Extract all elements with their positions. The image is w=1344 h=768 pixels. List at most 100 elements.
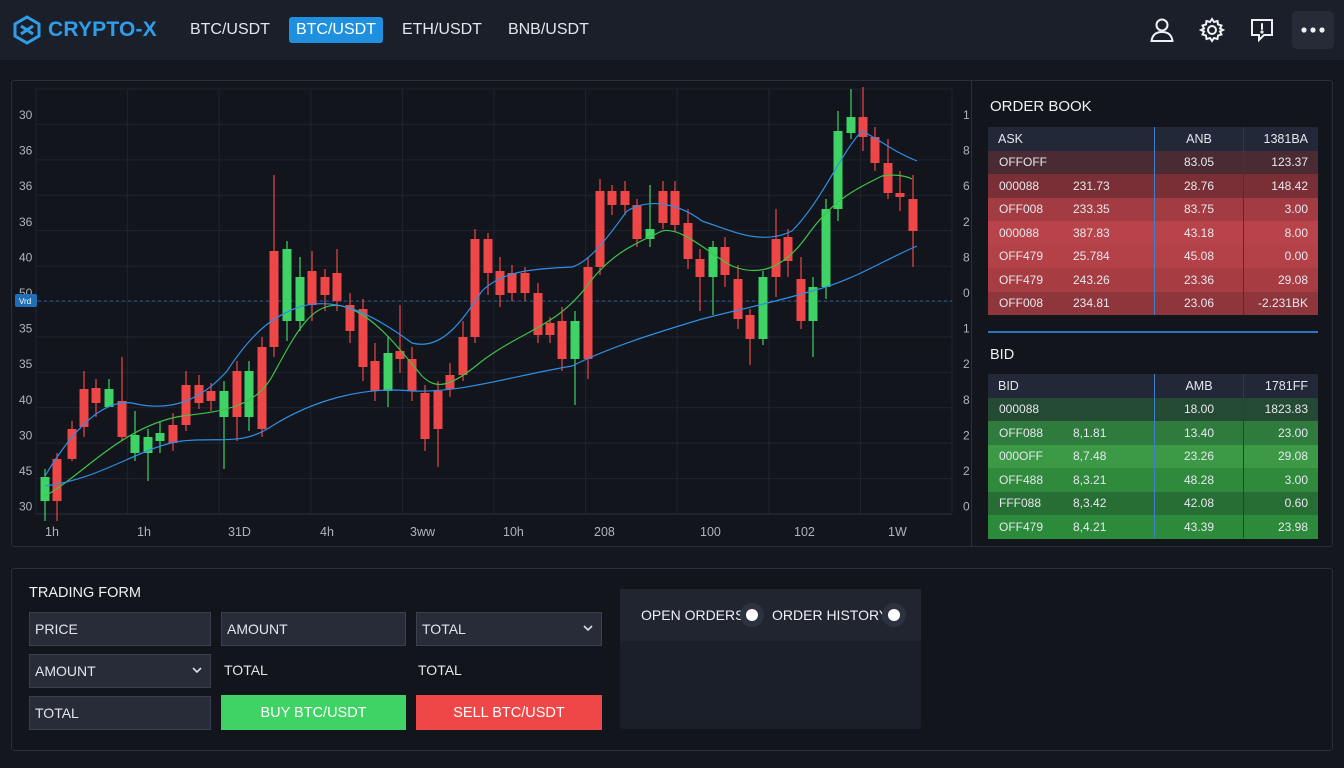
candle-body	[645, 229, 655, 239]
candle-body	[733, 279, 743, 319]
ask-cell: 148.42	[1271, 178, 1308, 193]
more-icon[interactable]	[1292, 11, 1334, 49]
candle-body	[821, 209, 831, 287]
candle-body	[332, 273, 342, 301]
buy-button[interactable]: BUY BTC/USDT	[221, 695, 406, 730]
right-axis-tick-label: 2	[963, 464, 970, 478]
y-axis-tick-label: 30	[19, 428, 33, 442]
ask-row[interactable]: OFF008 234.81 23.06 -2.231BK	[988, 291, 1318, 315]
ask-cell: 234.81	[1073, 296, 1110, 311]
candle-body	[155, 433, 165, 441]
right-axis-tick-label: 0	[963, 500, 970, 514]
candle-body	[758, 277, 768, 339]
tab-open-orders[interactable]: OPEN ORDERS	[641, 607, 745, 623]
ask-row[interactable]: OFF479 243.26 23.36 29.08	[988, 268, 1318, 292]
tab-pair-eth-usdt[interactable]: ETH/USDT	[401, 21, 482, 38]
x-axis-tick-label: 100	[700, 525, 721, 539]
price-field[interactable]: PRICE	[29, 612, 211, 646]
bid-cell: 000OFF	[999, 449, 1044, 464]
x-axis-tick-label: 31D	[228, 525, 251, 539]
x-axis-tick-label: 102	[794, 525, 815, 539]
candle-body	[269, 251, 279, 347]
ask-cell: 43.18	[1183, 225, 1215, 240]
right-axis-tick-label: 6	[963, 179, 970, 193]
amount-field[interactable]: AMOUNT	[221, 612, 406, 646]
y-axis-tick-label: 36	[19, 215, 33, 229]
tab-pair-bnb-usdt[interactable]: BNB/USDT	[507, 21, 589, 38]
candle-body	[583, 267, 593, 359]
candle-body	[307, 271, 317, 305]
open-orders-toggle[interactable]	[740, 603, 764, 627]
order-history-toggle[interactable]	[882, 603, 906, 627]
candle-body	[458, 337, 468, 375]
candle-body	[130, 435, 140, 453]
ask-cell: 83.05	[1183, 155, 1215, 170]
ask-row[interactable]: OFF479 25.784 45.08 0.00	[988, 244, 1318, 268]
bid-cell: 3.00	[1284, 472, 1308, 487]
tab-order-history[interactable]: ORDER HISTORY	[772, 607, 889, 623]
tab-pair-btc-usdt[interactable]: BTC/USDT	[189, 21, 270, 38]
bid-row[interactable]: 000OFF 8,7.48 23.26 29.08	[988, 444, 1318, 468]
candle-body	[908, 199, 918, 231]
trading-form-title: TRADING FORM	[29, 585, 141, 601]
candle-body	[846, 117, 856, 133]
x-axis-tick-label: 1h	[45, 525, 59, 539]
logo[interactable]: CRYPTO-X	[12, 15, 157, 45]
bid-header-col-4: 1781FF	[1264, 378, 1308, 393]
ask-cell: 23.06	[1183, 296, 1215, 311]
candle-body	[232, 371, 242, 417]
gear-icon[interactable]	[1192, 11, 1232, 49]
bid-cell: 8,7.48	[1073, 449, 1107, 464]
candle-body	[495, 271, 505, 295]
moving-average-blue-long	[44, 245, 918, 487]
ask-column-divider	[1154, 127, 1155, 315]
ask-row[interactable]: OFFOFF 83.05 123.37	[988, 150, 1318, 174]
ask-cell: 000088	[999, 225, 1040, 240]
ask-cell: 45.08	[1183, 249, 1215, 264]
top-bar: CRYPTO-X BTC/USDT BTC/USDT ETH/USDT BNB/…	[0, 0, 1344, 60]
logo-icon	[13, 15, 41, 45]
ask-header-row: ASK ANB 1381BA	[988, 127, 1318, 151]
tab-pair-btc-usdt-active[interactable]: BTC/USDT	[288, 17, 383, 43]
ask-cell: 8.00	[1284, 225, 1308, 240]
y-axis-tick-label: 40	[19, 250, 33, 264]
total-select[interactable]: TOTAL	[416, 612, 602, 646]
y-axis-tick-label: 35	[19, 322, 33, 336]
total-label-1: TOTAL	[224, 662, 268, 678]
right-axis-tick-label: 0	[963, 286, 970, 300]
y-axis-tick-label: 40	[19, 393, 33, 407]
candle-body	[40, 477, 50, 501]
chat-icon[interactable]	[1242, 11, 1282, 49]
ask-cell: 29.08	[1277, 272, 1308, 287]
bid-row[interactable]: FFF088 8,3.42 42.08 0.60	[988, 491, 1318, 515]
amount-select[interactable]: AMOUNT	[29, 654, 211, 688]
candle-body	[67, 429, 77, 459]
total-field[interactable]: TOTAL	[29, 696, 211, 730]
bid-row[interactable]: OFF088 8,1.81 13.40 23.00	[988, 421, 1318, 445]
app-title: CRYPTO-X	[48, 18, 157, 41]
user-icon[interactable]	[1142, 11, 1182, 49]
sell-button[interactable]: SELL BTC/USDT	[416, 695, 602, 730]
bid-row[interactable]: 000088 18.00 1823.83	[988, 397, 1318, 421]
ask-cell: 243.26	[1073, 272, 1110, 287]
bid-row[interactable]: OFF479 8,4.21 43.39 23.98	[988, 515, 1318, 539]
bid-cell: 23.98	[1277, 519, 1308, 534]
ask-row[interactable]: OFF008 233.35 83.75 3.00	[988, 197, 1318, 221]
bid-row[interactable]: OFF488 8,3.21 48.28 3.00	[988, 468, 1318, 492]
ask-row[interactable]: 000088 387.83 43.18 8.00	[988, 221, 1318, 245]
x-axis-tick-label: 3ww	[410, 525, 436, 539]
bid-header-col-3: AMB	[1185, 378, 1213, 393]
bid-cell: 23.26	[1183, 449, 1215, 464]
price-chart[interactable]: 30 36 36 36 40 50 35 35 40 30 45 30 1 8 6 2 8 0 1 2 8 2 2 0 1h 1h…	[12, 81, 971, 546]
ask-row[interactable]: 000088 231.73 28.76 148.42	[988, 174, 1318, 198]
ask-cell: OFF479	[999, 249, 1044, 264]
right-axis-tick-label: 1	[963, 322, 970, 336]
candle-body	[520, 273, 530, 293]
ask-table: ASK ANB 1381BA OFFOFF 83.05 123.37 000088 23…	[988, 127, 1318, 315]
bid-cell: OFF488	[999, 472, 1044, 487]
bid-cell: 42.08	[1183, 496, 1215, 511]
chevron-down-icon	[192, 667, 202, 674]
ask-cell: OFF008	[999, 296, 1044, 311]
right-axis-tick-label: 8	[963, 144, 970, 158]
